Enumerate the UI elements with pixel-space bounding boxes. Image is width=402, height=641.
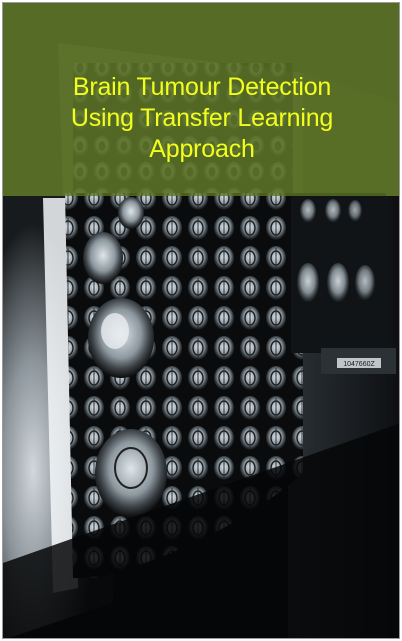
title-band: [3, 3, 399, 196]
title-line-1: Brain Tumour Detection: [72, 72, 332, 101]
cover-title: Brain Tumour Detection Using Transfer Le…: [3, 72, 399, 165]
film-label: 1047660Z: [343, 361, 375, 368]
title-line-3: Approach: [149, 134, 255, 163]
title-line-2: Using Transfer Learning: [70, 103, 334, 132]
